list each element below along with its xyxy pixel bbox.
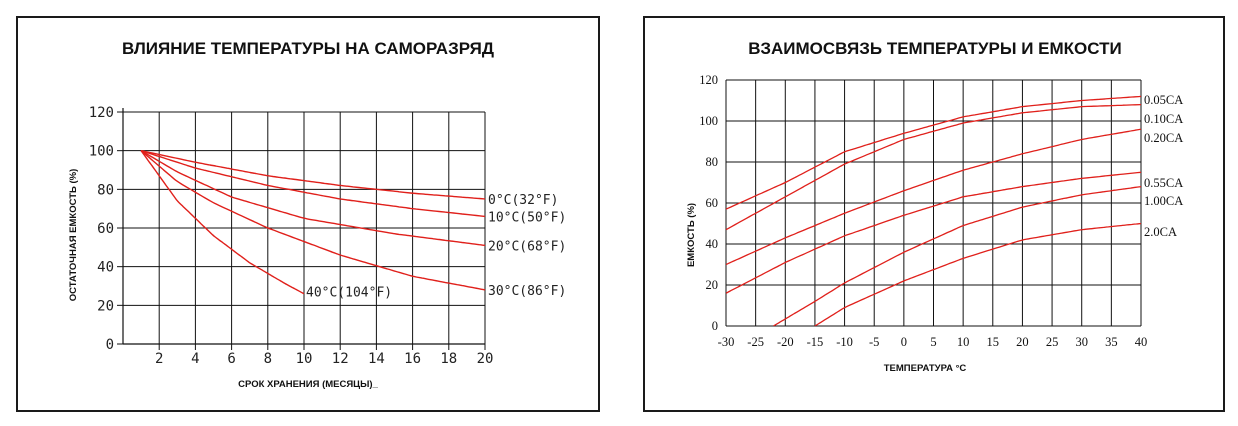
y-tick-label: 0 [712, 319, 718, 333]
x-tick-label: 40 [1135, 335, 1148, 349]
x-tick-label: 8 [264, 351, 272, 367]
x-axis-label: ТЕМПЕРАТУРА °С [884, 363, 967, 374]
y-tick-label: 20 [97, 298, 114, 314]
series-line [773, 185, 1141, 326]
x-axis-label: СРОК ХРАНЕНИЯ (МЕСЯЦЫ)_ [238, 379, 378, 390]
series-label: 10°C(50°F) [488, 210, 566, 225]
y-axis-label: ЕМКОСТЬ (%) [686, 203, 697, 267]
y-tick-label: 120 [699, 73, 718, 87]
x-tick-label: 20 [1016, 335, 1029, 349]
series-line [140, 150, 486, 218]
x-tick-label: 6 [227, 351, 235, 367]
y-tick-label: 60 [706, 196, 719, 210]
x-tick-label: 14 [368, 351, 385, 367]
x-tick-label: 15 [987, 335, 1000, 349]
x-tick-label: 4 [191, 351, 199, 367]
series-line [726, 128, 1141, 266]
y-tick-label: 0 [106, 337, 114, 353]
y-tick-label: 40 [706, 237, 719, 251]
x-tick-label: -30 [718, 335, 735, 349]
x-tick-label: 12 [332, 351, 349, 367]
x-tick-label: 2 [155, 351, 163, 367]
x-tick-label: 30 [1075, 335, 1088, 349]
series-line [140, 150, 305, 295]
chart-title: ВЗАИМОСВЯЗЬ ТЕМПЕРАТУРЫ И ЕМКОСТИ [748, 39, 1121, 58]
series-label: 0.55CA [1144, 176, 1183, 190]
series-line [140, 150, 486, 291]
x-tick-label: 25 [1046, 335, 1059, 349]
x-tick-label: 18 [440, 351, 457, 367]
x-tick-label: 5 [930, 335, 936, 349]
chart-title: ВЛИЯНИЕ ТЕМПЕРАТУРЫ НА САМОРАЗРЯД [122, 39, 494, 58]
series-label: 0°C(32°F) [488, 193, 558, 208]
series-line [140, 150, 486, 247]
temperature-capacity-chart-panel: ВЗАИМОСВЯЗЬ ТЕМПЕРАТУРЫ И ЕМКОСТИ ТЕМПЕР… [643, 16, 1225, 412]
y-tick-label: 80 [706, 155, 719, 169]
temperature-capacity-chart: ВЗАИМОСВЯЗЬ ТЕМПЕРАТУРЫ И ЕМКОСТИ ТЕМПЕР… [686, 39, 1183, 374]
y-tick-label: 100 [699, 114, 718, 128]
series-label: 1.00CA [1144, 194, 1183, 208]
x-tick-label: 20 [477, 351, 494, 367]
x-tick-label: 16 [404, 351, 421, 367]
self-discharge-chart-panel: ВЛИЯНИЕ ТЕМПЕРАТУРЫ НА САМОРАЗРЯД СРОК Х… [16, 16, 600, 412]
series-label: 20°C(68°F) [488, 239, 566, 254]
series-group [726, 95, 1141, 326]
self-discharge-chart: ВЛИЯНИЕ ТЕМПЕРАТУРЫ НА САМОРАЗРЯД СРОК Х… [68, 39, 566, 390]
series-label: 40°C(104°F) [306, 286, 392, 301]
y-axis-label: ОСТАТОЧНАЯ ЕМКОСТЬ (%) [68, 169, 79, 302]
x-tick-label: -10 [836, 335, 853, 349]
series-label: 0.10CA [1144, 112, 1183, 126]
x-tick-label: 10 [296, 351, 313, 367]
x-tick-label: -15 [807, 335, 824, 349]
series-label: 2.0CA [1144, 225, 1177, 239]
x-tick-label: 0 [901, 335, 907, 349]
y-tick-label: 60 [97, 221, 114, 237]
series-label: 0.05CA [1144, 93, 1183, 107]
series-label: 30°C(86°F) [488, 284, 566, 299]
series-line [726, 103, 1141, 231]
x-tick-label: 10 [957, 335, 970, 349]
x-tick-label: -20 [777, 335, 794, 349]
series-line [140, 150, 486, 200]
y-tick-label: 80 [97, 182, 114, 198]
y-tick-label: 40 [97, 260, 114, 276]
series-line [814, 222, 1141, 326]
x-tick-label: 35 [1105, 335, 1118, 349]
x-tick-label: -5 [869, 335, 879, 349]
y-tick-label: 100 [89, 144, 114, 160]
y-tick-label: 20 [706, 278, 719, 292]
x-tick-label: -25 [747, 335, 764, 349]
series-line [726, 95, 1141, 210]
series-label: 0.20CA [1144, 131, 1183, 145]
series-line [726, 171, 1141, 294]
y-tick-label: 120 [89, 105, 114, 121]
